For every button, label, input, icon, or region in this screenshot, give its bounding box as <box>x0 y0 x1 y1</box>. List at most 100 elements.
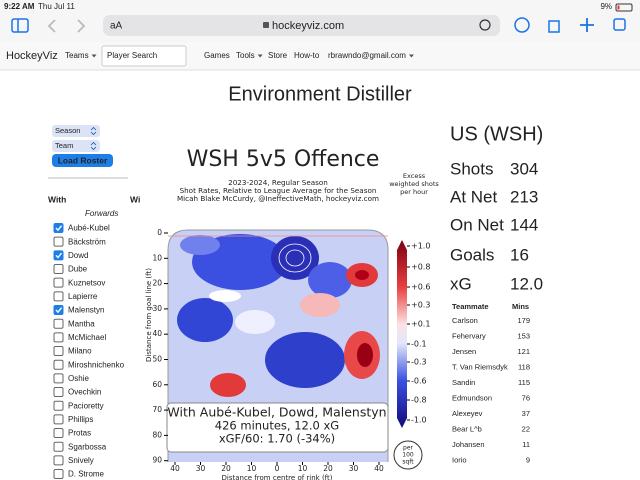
forward-button[interactable] <box>77 19 86 33</box>
nav-bar <box>0 42 640 70</box>
battery-icon <box>615 3 633 12</box>
text-size-button[interactable]: aA <box>110 21 123 32</box>
y-tick-label: 30 <box>152 304 162 313</box>
chart-title: WSH 5v5 Offence <box>187 147 380 172</box>
checkbox[interactable] <box>53 250 64 261</box>
teammate-name: Alexeyev <box>452 409 483 418</box>
player-name: Phillips <box>68 415 93 424</box>
teammate-minutes: 179 <box>517 316 530 325</box>
group-label: Forwards <box>85 209 118 218</box>
stat-label: Goals <box>450 245 494 264</box>
teammate-name: Jensen <box>452 347 476 356</box>
nav-item[interactable]: Games <box>204 51 230 60</box>
x-tick-label: 30 <box>196 464 206 473</box>
player-name: Miroshnichenko <box>68 360 125 369</box>
checkbox[interactable] <box>53 332 64 343</box>
checkbox[interactable] <box>53 441 64 452</box>
column-header: With <box>48 194 66 204</box>
lock-icon <box>263 22 269 28</box>
checkbox[interactable] <box>53 469 64 480</box>
checkbox[interactable] <box>53 455 64 466</box>
checkbox[interactable] <box>53 387 64 398</box>
share-icon[interactable] <box>548 20 560 33</box>
nav-item[interactable]: Teams <box>65 51 89 60</box>
checkbox[interactable] <box>53 223 64 233</box>
load-roster-button[interactable] <box>52 154 113 167</box>
player-name: Ovechkin <box>68 388 101 397</box>
checkbox[interactable] <box>53 400 64 411</box>
reload-icon[interactable] <box>479 19 491 31</box>
checkbox[interactable] <box>53 428 64 439</box>
player-name: McMichael <box>68 333 106 342</box>
player-search[interactable] <box>101 45 187 67</box>
new-tab-icon[interactable] <box>580 18 594 32</box>
teammate-minutes: 37 <box>522 409 530 418</box>
nav-item[interactable]: How-to <box>294 51 320 60</box>
teammate-name: Sandin <box>452 378 475 387</box>
x-axis-label: Distance from centre of rink (ft) <box>222 474 333 480</box>
unit-label: 100 <box>402 452 414 459</box>
back-button[interactable] <box>47 19 56 33</box>
address-bar[interactable] <box>103 15 500 36</box>
checkbox[interactable] <box>53 373 64 384</box>
teammate-minutes: 115 <box>518 378 530 387</box>
colorbar-label: per hour <box>400 188 428 196</box>
nav-item[interactable]: Store <box>268 51 288 60</box>
url[interactable]: hockeyviz.com <box>272 20 344 32</box>
checkbox[interactable] <box>53 305 64 316</box>
colorbar-tick-label: -0.6 <box>411 377 427 386</box>
checkbox[interactable] <box>53 236 64 247</box>
heat-blob <box>235 310 275 334</box>
checkbox[interactable] <box>53 359 64 370</box>
teammate-name: Iorio <box>452 455 467 464</box>
y-tick-label: 20 <box>152 279 162 288</box>
select-label[interactable]: Team <box>55 141 73 150</box>
nav-item[interactable]: rbrawndo@gmail.com <box>328 51 406 60</box>
heat-blob <box>271 236 319 280</box>
colorbar-tick-label: +0.1 <box>411 320 430 329</box>
table-header: Mins <box>512 302 529 311</box>
checkbox[interactable] <box>53 318 64 329</box>
battery-level <box>617 5 620 10</box>
colorbar-tick-label: -0.3 <box>411 358 427 367</box>
content: 9:22 AM Thu Jul 11 9% aA hockeyviz.com Hockey… <box>4 2 612 480</box>
stat-value: 12.0 <box>510 274 543 293</box>
chart-subtitle: Micah Blake McCurdy, @IneffectiveMath, h… <box>177 194 379 203</box>
select-label[interactable]: Season <box>55 126 80 135</box>
checkbox[interactable] <box>53 264 64 275</box>
teammate-minutes: 11 <box>522 440 530 449</box>
checkbox[interactable] <box>53 291 64 302</box>
checkbox[interactable] <box>53 277 64 288</box>
stat-label: xG <box>450 274 472 293</box>
x-tick-label: 10 <box>298 464 308 473</box>
heat-blob <box>308 262 352 298</box>
checkbox[interactable] <box>53 346 64 357</box>
colorbar-tick-label: +1.0 <box>411 242 430 251</box>
load-roster-label[interactable]: Load Roster <box>58 155 108 165</box>
stat-label: On Net <box>450 215 504 234</box>
colorbar <box>397 240 407 428</box>
y-tick-label: 10 <box>152 253 162 262</box>
info-box <box>166 402 389 453</box>
select[interactable] <box>52 140 100 152</box>
heat-blob <box>209 290 241 302</box>
brand[interactable]: HockeyViz <box>6 50 58 62</box>
select[interactable] <box>52 125 100 137</box>
player-name: Aubé-Kubel <box>68 224 110 233</box>
heat-blob <box>210 373 246 397</box>
teammate-minutes: 153 <box>517 331 530 340</box>
tabs-icon[interactable] <box>613 18 626 31</box>
y-tick-label: 40 <box>152 329 162 338</box>
heat-blob <box>300 293 340 317</box>
search-placeholder[interactable]: Player Search <box>107 51 157 60</box>
info-line: 426 minutes, 12.0 xG <box>215 419 339 433</box>
sidebar-icon[interactable] <box>11 18 29 33</box>
download-icon[interactable] <box>514 17 530 33</box>
stat-value: 144 <box>510 215 538 234</box>
heat-contour <box>278 243 312 273</box>
player-name: Bäckström <box>68 237 106 246</box>
nav-item[interactable]: Tools <box>236 51 255 60</box>
checkbox[interactable] <box>53 414 64 425</box>
x-tick-label: 40 <box>170 464 180 473</box>
